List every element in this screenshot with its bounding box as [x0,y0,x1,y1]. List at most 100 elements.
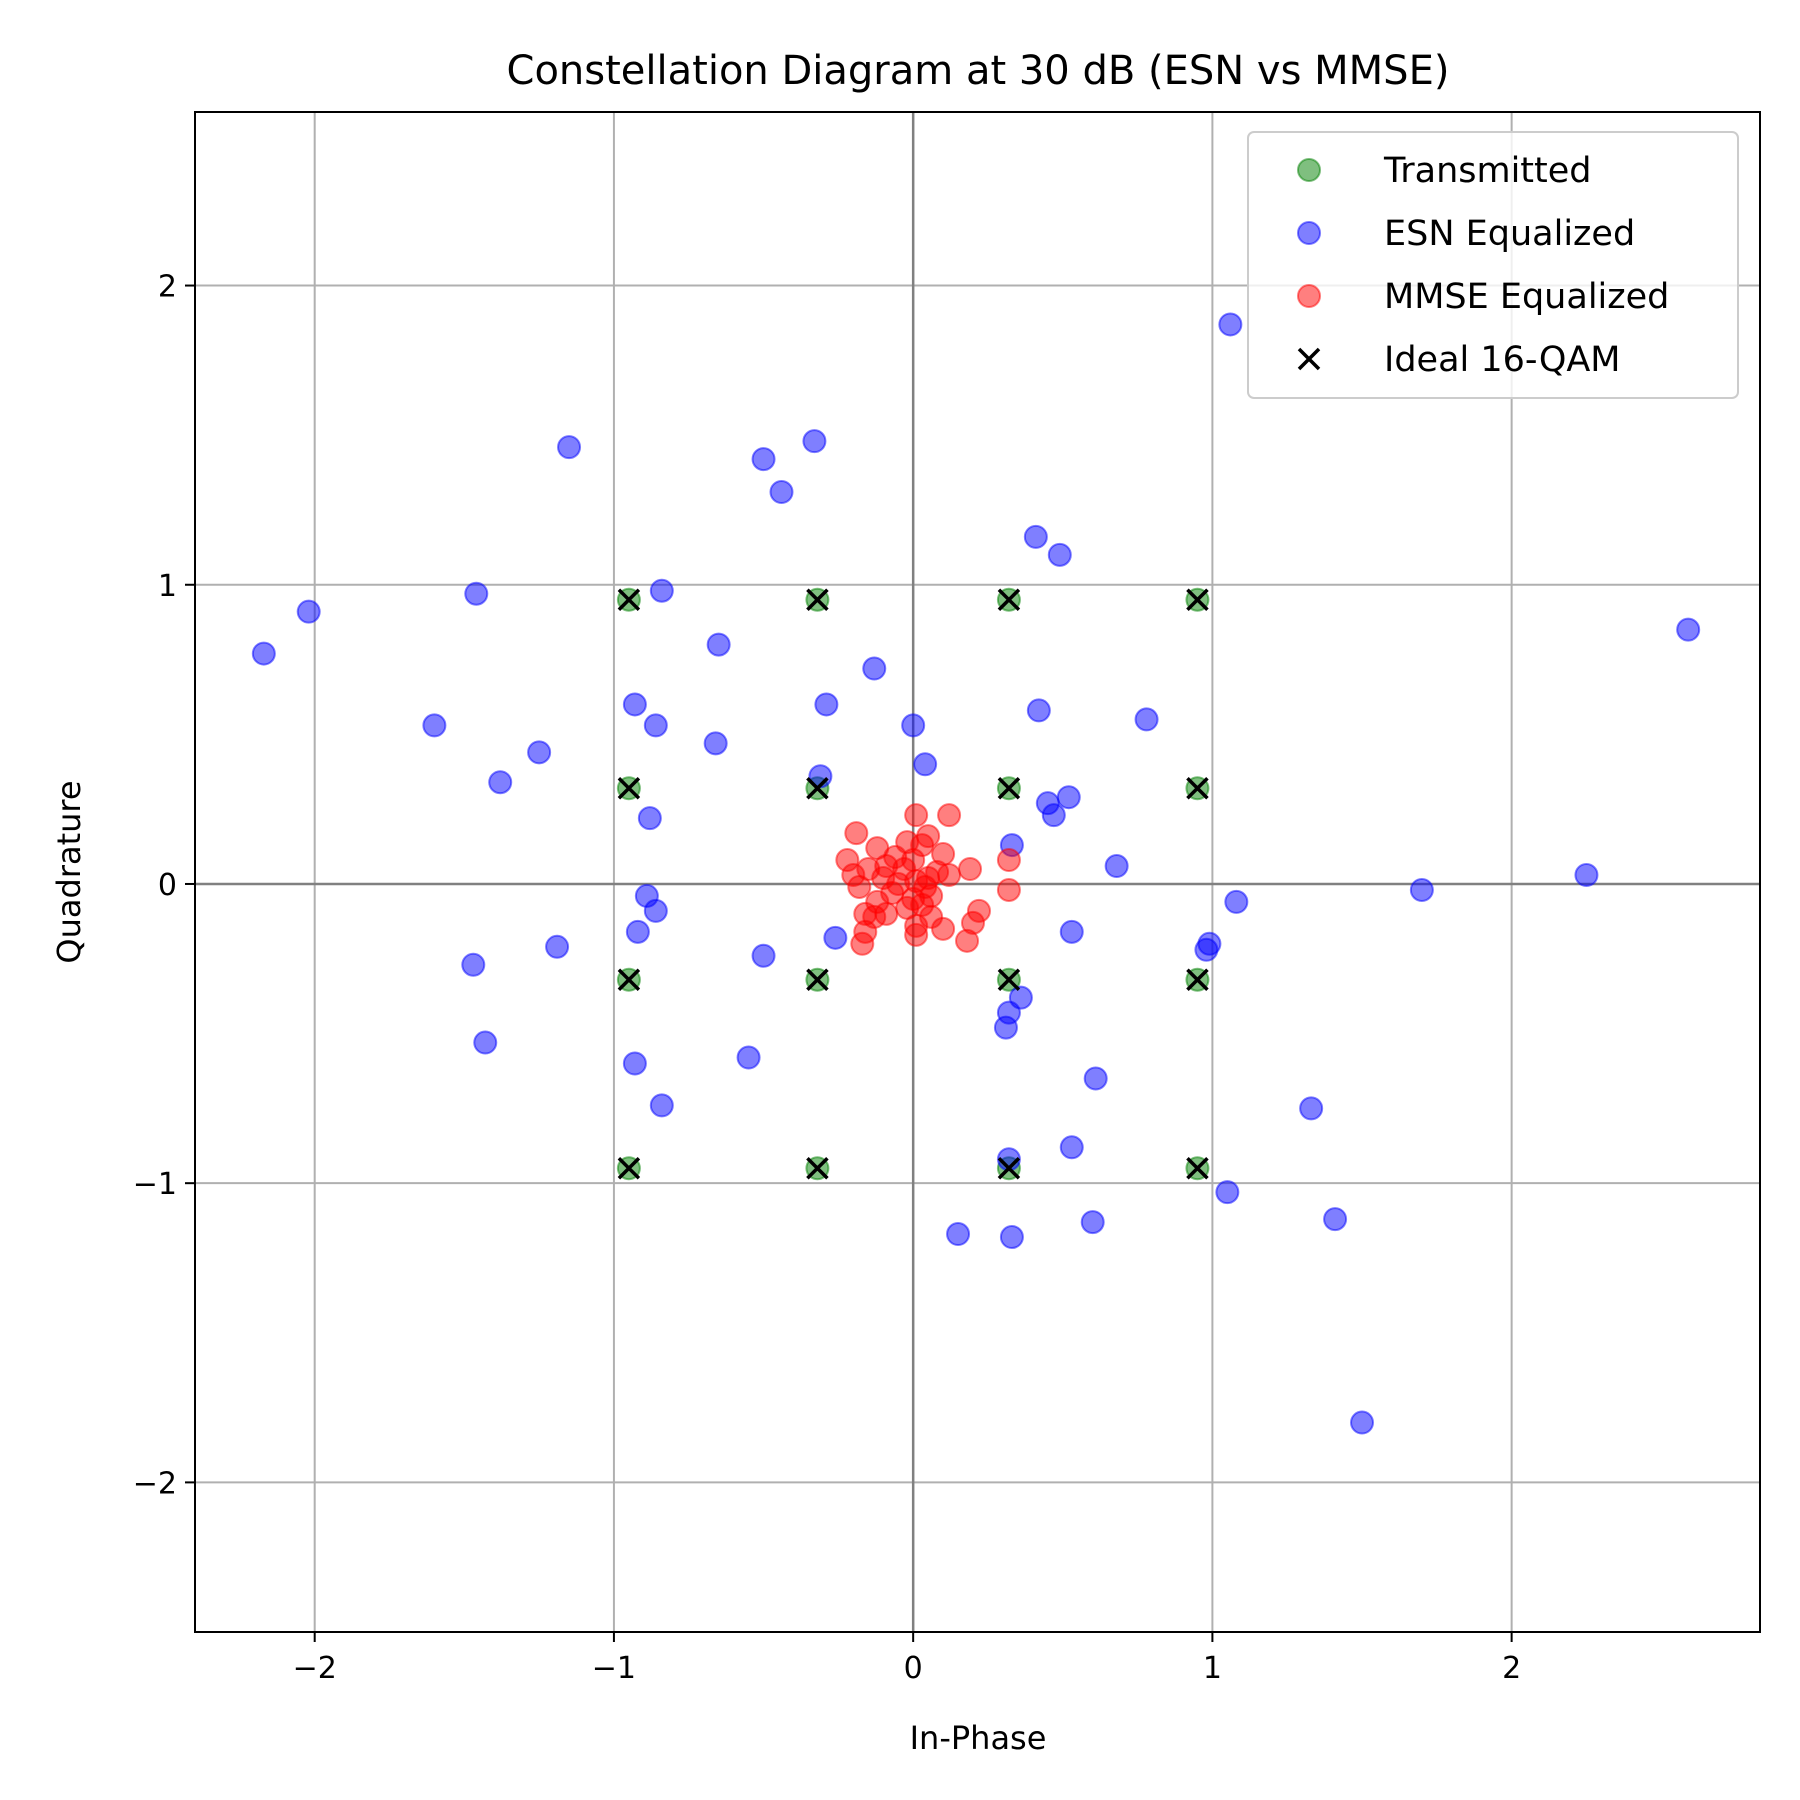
data-point [814,692,839,717]
data-point [622,1051,647,1076]
data-point [488,770,513,795]
data-point [1186,776,1209,800]
data-point [461,952,486,977]
x-tick-label: −2 [293,1651,337,1686]
data-point [806,968,829,991]
data-point [1080,1210,1105,1235]
data-point [464,581,489,606]
legend-label: Transmitted [1383,151,1592,191]
data-points [251,312,1701,1435]
data-point [844,821,869,846]
data-point [649,578,674,603]
data-point [955,928,980,953]
data-point [1026,698,1051,723]
data-point [993,1015,1018,1040]
data-point [1299,1096,1324,1121]
data-point [904,803,929,828]
y-tick-label: −1 [133,1167,177,1202]
data-point [706,632,731,657]
y-tick-label: −2 [133,1466,177,1501]
data-point [1224,889,1249,914]
data-point [1215,1180,1240,1205]
legend-marker [1297,158,1321,182]
legend-box [1247,131,1739,399]
data-point [913,752,938,777]
data-point [937,803,962,828]
data-point [617,776,641,800]
data-point [1047,542,1072,567]
data-point [473,1030,498,1055]
data-point [1059,1135,1084,1160]
data-point [1323,1207,1348,1232]
data-point [1023,524,1048,549]
data-point [1104,854,1129,879]
data-point [1041,803,1066,828]
data-point [862,656,887,681]
data-point [557,435,582,460]
data-point [997,588,1021,611]
data-point [622,692,647,717]
data-point [1194,937,1219,962]
data-point [769,480,794,504]
data-point [996,848,1021,873]
legend-label: ESN Equalized [1384,214,1635,254]
data-point [736,1045,761,1070]
data-point [806,776,829,800]
data-point [901,713,926,738]
data-point [850,931,875,956]
tick-labels: −2 −1 0 1 2 −2 −1 0 1 2 [133,270,1521,1686]
data-point [251,641,276,666]
y-tick-label: 0 [158,868,177,903]
data-point [1676,617,1701,642]
y-axis-title: Quadrature [50,780,88,963]
data-point [751,943,776,968]
data-point [617,1156,641,1180]
data-point [1409,877,1434,902]
data-point [1186,968,1209,991]
series-2 [835,803,1021,956]
data-point [625,919,650,944]
y-tick-label: 1 [158,569,177,604]
data-point [931,916,956,941]
data-point [823,925,848,950]
data-point [802,429,827,454]
data-point [806,588,829,611]
data-point [847,874,872,899]
x-tick-label: 0 [904,1651,923,1686]
data-point [1083,1066,1108,1091]
data-point [1059,919,1084,944]
data-point [637,806,662,831]
legend-marker [1297,284,1321,308]
data-point [545,934,570,959]
data-point [643,898,668,923]
data-point [1056,785,1081,810]
data-point [1134,707,1159,732]
data-point [643,713,668,738]
data-point [703,731,728,756]
legend-label: Ideal 16-QAM [1384,340,1621,380]
legend-marker [1297,221,1321,245]
x-tick-label: 2 [1502,1651,1521,1686]
data-point [296,599,321,624]
data-point [937,862,962,887]
y-tick-label: 2 [158,270,177,305]
legend-label: MMSE Equalized [1384,277,1669,317]
data-point [649,1093,674,1118]
legend-marker [1297,347,1321,371]
data-point [997,968,1021,991]
data-point [1186,588,1209,611]
legend: Transmitted ESN Equalized MMSE Equalized Id… [1247,131,1739,399]
data-point [422,713,447,738]
data-point [617,968,641,991]
data-point [997,1156,1021,1180]
data-point [996,877,1021,902]
data-point [617,588,641,611]
x-tick-label: 1 [1203,1651,1222,1686]
series-1 [251,312,1701,1435]
plot-frame [194,111,1761,1633]
data-point [1574,862,1599,887]
data-point [997,776,1021,800]
data-point [806,1156,829,1180]
data-point [999,1225,1024,1250]
